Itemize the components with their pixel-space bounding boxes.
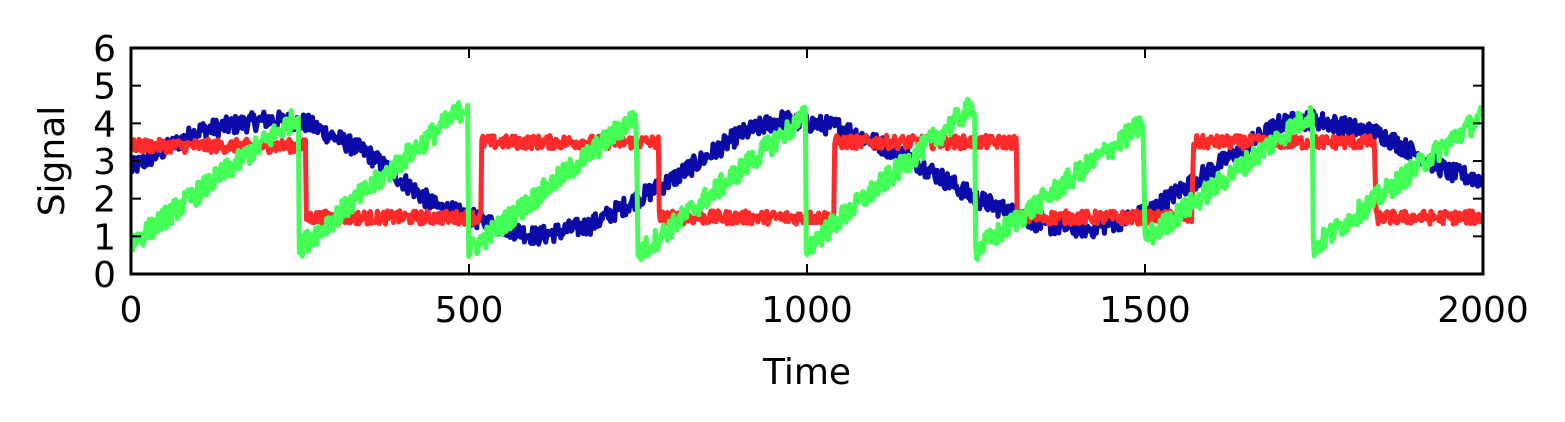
y-tick-label: 4: [93, 104, 116, 145]
x-tick-label: 0: [120, 290, 143, 331]
series-layer: [131, 96, 1483, 263]
x-tick-label: 500: [435, 290, 504, 331]
y-tick-label: 0: [93, 255, 116, 296]
x-axis-label: Time: [762, 352, 851, 393]
y-axis-label: Signal: [32, 106, 73, 217]
series-line-3: [131, 96, 1483, 263]
y-tick-label: 1: [93, 217, 116, 258]
y-tick-label: 6: [93, 29, 116, 70]
x-tick-label: 1500: [1099, 290, 1191, 331]
x-tick-label: 1000: [761, 290, 853, 331]
y-tick-label: 3: [93, 142, 116, 183]
y-tick-label: 2: [93, 180, 116, 221]
y-tick-label: 5: [93, 67, 116, 108]
x-tick-label: 2000: [1437, 290, 1529, 331]
